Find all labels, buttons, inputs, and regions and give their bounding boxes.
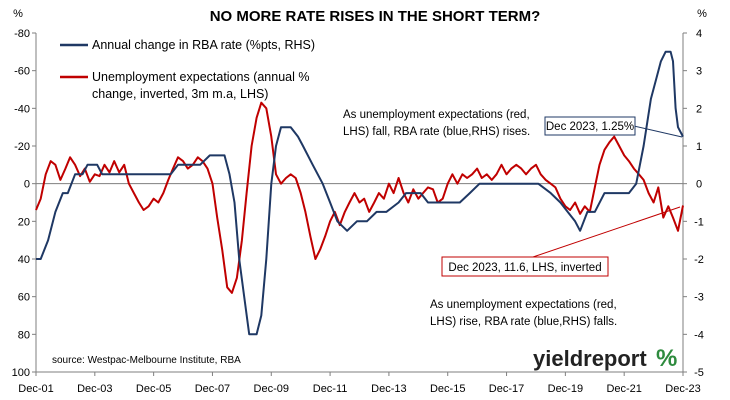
x-axis-tick-label: Dec-01 <box>18 383 53 395</box>
series-line-rba-rate <box>36 50 684 336</box>
callout-unemployment-box <box>441 256 609 277</box>
annotation-fall-rise-line1: As unemployment expectations (red, <box>343 109 530 121</box>
right-axis-tick-label: 3 <box>696 66 702 78</box>
x-axis-tick-label: Dec-11 <box>313 383 348 395</box>
annotation-fall-rise: As unemployment expectations (red, LHS) … <box>343 109 533 138</box>
x-axis-tick-label: Dec-05 <box>136 383 171 395</box>
right-axis-tick-label: -2 <box>694 254 704 266</box>
right-axis-tick-label: 1 <box>696 141 702 153</box>
x-axis-tick-label: Dec-13 <box>371 383 406 395</box>
left-axis-tick-label: 0 <box>24 179 30 191</box>
right-axis-tick-label: 4 <box>696 28 702 40</box>
callout-unemployment-leader <box>532 206 681 258</box>
left-axis-tick-label: -60 <box>14 66 30 78</box>
x-axis-tick-label: Dec-23 <box>665 383 700 395</box>
chart-title: NO MORE RATE RISES IN THE SHORT TERM? <box>210 8 541 25</box>
right-axis-unit-label: % <box>697 8 707 20</box>
x-axis-tick-label: Dec-07 <box>195 383 230 395</box>
x-axis-tick-label: Dec-19 <box>548 383 583 395</box>
legend-label-rba: Annual change in RBA rate (%pts, RHS) <box>92 38 315 52</box>
yieldreport-logo: yieldreport % <box>533 345 677 372</box>
x-axis-tick-label: Dec-21 <box>606 383 641 395</box>
callout-rba-box <box>544 116 636 136</box>
annotation-rise-fall-line2: LHS) rise, RBA rate (blue,RHS) falls. <box>430 316 617 328</box>
left-axis-tick-label: 40 <box>18 254 30 266</box>
logo-percent-mark: % <box>656 345 677 372</box>
callout-rba-text: Dec 2023, 1.25% <box>546 121 634 133</box>
right-axis-tick-label: -3 <box>694 292 704 304</box>
left-axis-unit-label: % <box>13 8 23 20</box>
legend-label-unemployment-line2: change, inverted, 3m m.a, LHS) <box>92 87 268 101</box>
annotation-fall-rise-line2: LHS) fall, RBA rate (blue,RHS) rises. <box>343 126 530 138</box>
left-axis-tick-label: 20 <box>18 216 30 228</box>
x-axis-tick-label: Dec-03 <box>77 383 112 395</box>
right-axis-tick-label: -4 <box>694 329 704 341</box>
left-axis-tick-label: 80 <box>18 329 30 341</box>
axes-group: -80 -60 -40 -20 0 20 40 60 80 100 4 3 2 1 0 -1 -2 -3 -4 -5 D… <box>12 28 704 395</box>
right-axis-tick-label: -1 <box>694 216 704 228</box>
x-axis-tick-label: Dec-15 <box>430 383 465 395</box>
annotation-rise-fall-line1: As unemployment expectations (red, <box>430 299 617 311</box>
series-line-unemployment-expectations <box>35 101 684 294</box>
callout-rba-leader <box>633 125 683 138</box>
annotation-rise-fall: As unemployment expectations (red, LHS) … <box>430 299 620 328</box>
series-layer <box>35 50 684 336</box>
source-note: source: Westpac-Melbourne Institute, RBA <box>52 355 241 366</box>
right-axis-tick-label: 2 <box>696 103 702 115</box>
right-axis-tick-label: 0 <box>696 179 702 191</box>
legend: Annual change in RBA rate (%pts, RHS) Un… <box>60 38 315 101</box>
left-axis-tick-label: -80 <box>14 28 30 40</box>
left-axis-tick-label: 60 <box>18 292 30 304</box>
x-axis-tick-label: Dec-09 <box>254 383 289 395</box>
right-axis-tick-label: -5 <box>694 367 704 379</box>
left-axis-tick-label: 100 <box>12 367 30 379</box>
left-axis-tick-label: -40 <box>14 103 30 115</box>
legend-label-unemployment-line1: Unemployment expectations (annual % <box>92 70 309 84</box>
legend-label-unemployment: Unemployment expectations (annual % chan… <box>92 70 313 101</box>
left-axis-tick-label: -20 <box>14 141 30 153</box>
callout-unemployment-text: Dec 2023, 11.6, LHS, inverted <box>448 262 601 274</box>
x-axis-tick-label: Dec-17 <box>489 383 524 395</box>
logo-wordmark: yieldreport <box>533 346 647 371</box>
